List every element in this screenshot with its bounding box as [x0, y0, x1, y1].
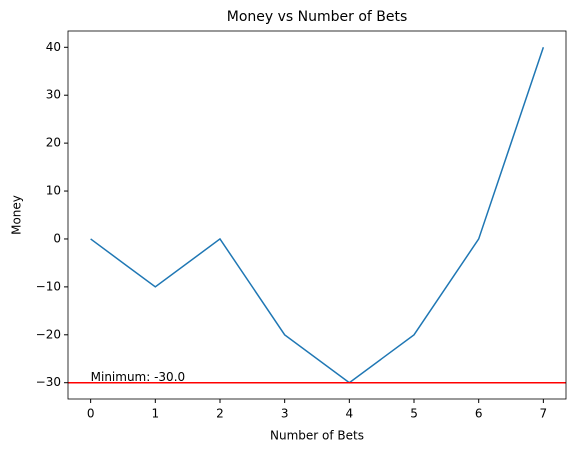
y-tick-label: 20: [46, 136, 61, 150]
y-tick-label: 0: [53, 231, 61, 245]
y-axis-label: Money: [10, 195, 24, 235]
y-tick-label: −20: [36, 327, 61, 341]
x-tick-label: 1: [151, 407, 159, 421]
annotation: Minimum: -30.0: [91, 370, 186, 384]
x-tick-label: 7: [540, 407, 548, 421]
y-tick-label: 30: [46, 88, 61, 102]
y-tick-label: 10: [46, 184, 61, 198]
y-tick-label: 40: [46, 40, 61, 54]
x-tick-label: 6: [475, 407, 483, 421]
y-tick-label: −30: [36, 375, 61, 389]
y-tick-label: −10: [36, 279, 61, 293]
x-tick-label: 5: [410, 407, 418, 421]
chart-title: Money vs Number of Bets: [227, 9, 408, 25]
series-line: [90, 47, 545, 384]
x-tick-label: 0: [87, 407, 95, 421]
x-axis-label: Number of Bets: [270, 429, 364, 443]
x-tick-label: 4: [346, 407, 354, 421]
plot-frame: [67, 30, 567, 400]
x-tick-label: 3: [281, 407, 289, 421]
x-tick-label: 2: [216, 407, 224, 421]
